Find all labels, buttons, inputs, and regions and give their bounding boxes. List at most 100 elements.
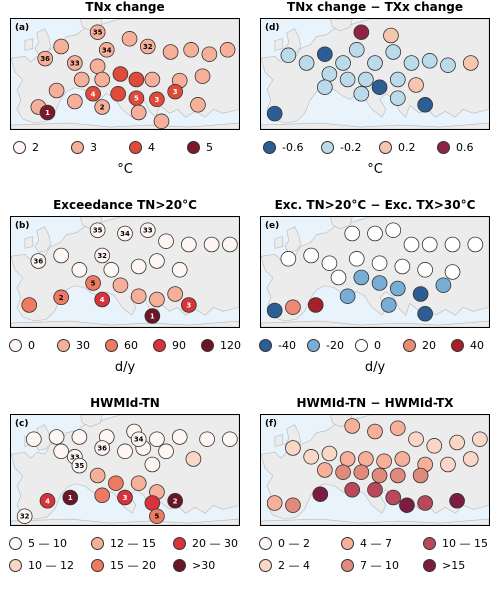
station-marker — [417, 262, 433, 278]
station-marker — [103, 262, 120, 278]
station-marker — [449, 493, 465, 509]
panel-label: (a) — [15, 23, 29, 33]
land-area — [261, 19, 489, 124]
legend-entry: 0.6 — [437, 140, 474, 154]
legend-label: 0 — [374, 338, 381, 352]
station-marker — [94, 99, 111, 115]
station-marker — [330, 269, 347, 286]
station-marker — [385, 44, 402, 60]
station-marker — [389, 467, 406, 484]
station-marker — [171, 262, 188, 278]
legend-entry: 90 — [153, 338, 186, 352]
legend-label: 30 — [76, 338, 90, 352]
legend-label: 7 — 10 — [360, 558, 399, 572]
station-marker — [25, 431, 42, 447]
station-marker — [53, 289, 69, 306]
station-marker — [412, 467, 429, 484]
station-marker — [21, 297, 38, 313]
legend-swatch — [321, 140, 334, 154]
station-marker — [219, 42, 236, 58]
panel-f: HWMId-TN − HWMId-TX (f) 0 — 2 2 — 4 4 — 7 7 —… — [255, 396, 495, 592]
station-marker — [344, 418, 361, 434]
legend-entry: 30 — [57, 338, 90, 352]
station-marker — [339, 288, 356, 304]
station-marker — [94, 247, 111, 264]
map-plot-area: 36 33 35 34 32 4 5 3 3 1 2 (a) — [10, 18, 240, 130]
panel-label: (b) — [15, 221, 30, 231]
station-marker — [440, 57, 456, 73]
station-marker — [130, 288, 147, 304]
station-marker — [444, 236, 461, 253]
station-marker — [421, 236, 438, 253]
chart-title: Exceedance TN>20°C — [53, 198, 197, 212]
station-marker — [121, 31, 138, 47]
station-rank-label: 1 — [150, 313, 155, 321]
station-rank-label: 32 — [20, 513, 30, 521]
legend-swatch — [437, 140, 450, 154]
station-marker — [117, 443, 133, 460]
legend-entry: 0.2 — [379, 140, 416, 154]
station-marker — [417, 306, 433, 322]
station-marker — [394, 258, 411, 275]
station-marker — [181, 236, 197, 253]
station-marker — [130, 431, 147, 447]
station-marker — [353, 24, 370, 40]
legend-swatch — [379, 140, 392, 154]
station-marker — [321, 445, 338, 462]
station-marker — [94, 71, 111, 88]
legend-label: 20 — 30 — [192, 536, 238, 550]
land-area — [11, 122, 239, 129]
station-marker — [162, 44, 179, 60]
station-marker — [149, 508, 165, 524]
map-svg: 35 34 33 36 32 5 2 4 1 3 (b) — [11, 217, 239, 327]
land-area — [284, 226, 301, 253]
station-rank-label: 33 — [143, 227, 153, 235]
legend-swatch — [13, 140, 26, 154]
legend-swatch — [423, 558, 436, 572]
station-marker — [71, 457, 88, 474]
station-marker — [344, 225, 361, 242]
station-marker — [222, 431, 238, 447]
station-marker — [449, 434, 465, 451]
station-marker — [149, 91, 165, 108]
land-area — [274, 38, 284, 51]
legend-swatch — [263, 140, 276, 154]
station-marker — [153, 113, 170, 129]
station-rank-label: 3 — [186, 302, 191, 310]
legend-swatch — [9, 536, 22, 550]
station-marker — [144, 71, 161, 88]
land-area — [34, 226, 51, 253]
station-rank-label: 36 — [40, 55, 50, 63]
panel-label: (c) — [15, 419, 28, 429]
legend-swatch — [9, 338, 22, 352]
legend-entry: -0.2 — [321, 140, 361, 154]
station-marker — [48, 429, 65, 445]
station-marker — [222, 236, 238, 253]
station-marker — [149, 253, 165, 269]
legend-swatch — [451, 338, 464, 352]
station-marker — [203, 236, 220, 253]
station-marker — [183, 42, 199, 58]
legend-label: 5 — 10 — [28, 536, 67, 550]
panel-label: (f) — [265, 419, 277, 429]
station-marker — [16, 508, 33, 524]
station-rank-label: 5 — [134, 95, 139, 103]
station-marker — [417, 495, 433, 511]
legend-label: 10 — 15 — [442, 536, 488, 550]
station-rank-label: 36 — [34, 258, 44, 266]
map-plot-area: (f) — [260, 414, 490, 526]
station-marker — [408, 77, 424, 93]
station-marker — [85, 275, 101, 291]
station-marker — [385, 489, 402, 506]
station-marker — [321, 255, 338, 271]
station-marker — [339, 71, 356, 88]
station-marker — [394, 451, 411, 467]
legend-label: 40 — [470, 338, 484, 352]
legend-label: -20 — [326, 338, 344, 352]
station-rank-label: 2 — [173, 497, 178, 505]
station-rank-label: 4 — [91, 90, 96, 98]
legend: 5 — 10 10 — 12 12 — 15 15 — 20 20 — 30 >30 — [5, 534, 245, 594]
station-marker — [412, 286, 429, 302]
station-marker — [367, 423, 383, 440]
